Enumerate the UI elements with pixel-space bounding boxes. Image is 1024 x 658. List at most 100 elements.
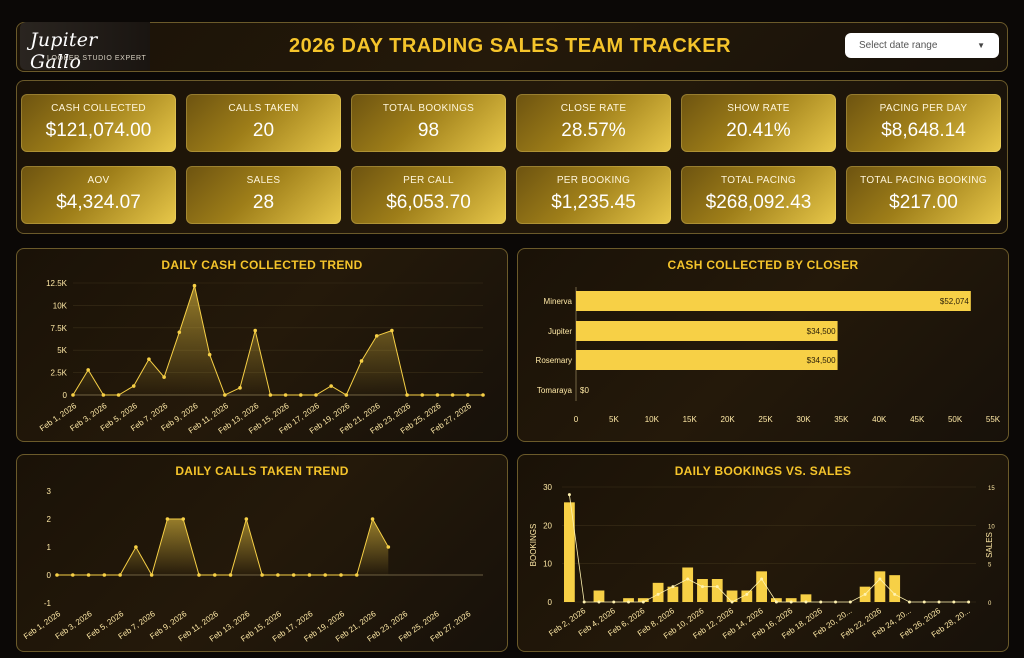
bar [889,575,901,602]
kpi-card: PER BOOKING $1,235.45 [516,166,671,224]
data-point [922,600,926,604]
y-tick-label: 10 [543,560,552,569]
data-point [466,393,470,397]
kpi-value: 98 [417,120,440,141]
kpi-value: 20 [252,120,275,141]
data-point [131,384,136,388]
chart-title: DAILY BOOKINGS VS. SALES [674,464,852,478]
kpi-label: PER CALL [403,175,454,186]
kpi-label: TOTAL PACING BOOKING [860,175,987,186]
kpi-card: TOTAL BOOKINGS 98 [351,94,506,152]
kpi-label: SHOW RATE [727,103,790,114]
cash-by-closer-chart: Minerva $52,074 Jupiter $34,500 Rosemary $34,… [536,287,1001,424]
data-point [162,375,166,379]
data-point [386,545,391,549]
x-tick-label: 20K [721,415,736,424]
data-point [878,577,882,581]
date-range-placeholder: Select date range [859,40,938,51]
data-point [344,393,349,397]
kpi-label: CLOSE RATE [560,103,627,114]
data-label: $52,074 [940,297,969,306]
data-point [86,368,90,372]
data-point [329,384,333,388]
data-point [804,600,808,604]
data-point [354,573,359,577]
data-point [715,585,719,589]
data-point [656,592,660,596]
bar [576,291,971,311]
data-point [745,592,749,596]
data-point [149,573,154,577]
data-point [848,600,852,604]
category-label: Minerva [544,297,573,306]
x-tick-label: 40K [872,415,887,424]
y-tick-label: 10K [53,301,68,310]
kpi-value: $6,053.70 [386,192,471,213]
data-point [374,334,379,338]
bar [576,350,838,370]
bookings-vs-sales-panel: DAILY BOOKINGS VS. SALES 0 10 20 30 0 5 10 15 BO… [517,454,1009,652]
kpi-card: CLOSE RATE 28.57% [516,94,671,152]
data-point [181,517,186,521]
kpi-card: TOTAL PACING $268,092.43 [681,166,836,224]
data-point [71,393,75,397]
category-label: Tomaraya [537,386,573,395]
y-tick-label: 0 [548,598,553,607]
data-point [774,600,778,604]
data-point [435,393,440,397]
kpi-card: PACING PER DAY $8,648.14 [846,94,1001,152]
cash-by-closer-panel: CASH COLLECTED BY CLOSER Minerva $52,074 J… [517,248,1009,442]
y2-axis-label: SALES [985,532,994,558]
data-point [686,577,690,581]
data-point [244,517,249,521]
x-tick-label: 30K [796,415,811,424]
kpi-panel [16,80,1008,234]
data-point [323,573,328,577]
data-point [370,517,375,521]
data-point [967,600,971,604]
bar [564,502,575,602]
data-point [253,328,258,333]
data-point [952,600,956,604]
date-range-picker[interactable]: Select date range ▼ [845,33,999,58]
data-point [612,600,616,604]
bar [667,586,679,602]
data-point [627,600,631,604]
data-label: $0 [580,386,589,395]
bar [576,321,838,341]
bar [637,598,649,602]
y-tick-label: 2 [47,515,52,524]
x-tick-label: 15K [683,415,698,424]
category-label: Rosemary [536,356,572,365]
y-tick-label: 30 [543,483,552,492]
x-tick-label: 0 [574,415,579,424]
data-point [177,330,182,335]
y2-tick-label: 5 [988,563,992,569]
bar [711,579,723,602]
data-point [260,573,264,577]
data-point [118,573,122,577]
data-point [192,283,197,288]
data-point [582,600,586,604]
data-point [307,573,312,577]
y2-tick-label: 10 [988,524,995,530]
data-point [420,393,425,397]
kpi-value: $121,074.00 [45,120,152,141]
chart-title: DAILY CASH COLLECTED TREND [161,258,363,272]
data-point [481,393,485,397]
bar [771,598,782,602]
bar [756,571,767,602]
kpi-card: PER CALL $6,053.70 [351,166,506,224]
data-point [165,517,170,521]
bar [623,598,634,602]
bar [785,598,797,602]
data-point [671,585,675,589]
bar [800,594,812,602]
x-tick-label: 25K [758,415,773,424]
kpi-card: SHOW RATE 20.41% [681,94,836,152]
y-tick-label: 12.5K [46,279,68,288]
kpi-label: PACING PER DAY [879,103,968,114]
data-point [937,600,941,604]
logo-tagline: LOOKER STUDIO EXPERT [47,55,147,62]
